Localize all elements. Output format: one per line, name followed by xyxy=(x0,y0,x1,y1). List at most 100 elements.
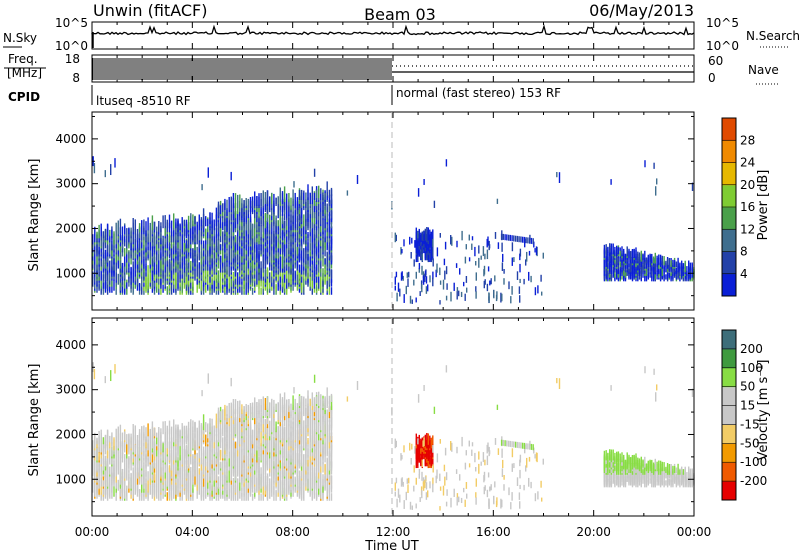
velocity-cell xyxy=(177,426,178,433)
power-cell xyxy=(469,257,470,261)
velocity-cell xyxy=(98,431,99,444)
power-cell xyxy=(145,264,146,271)
power-cell xyxy=(220,244,221,250)
power-cell xyxy=(423,275,424,283)
velocity-cell xyxy=(154,438,155,448)
velocity-cell xyxy=(135,468,136,475)
power-cell xyxy=(130,268,131,275)
velocity-cell xyxy=(199,421,200,437)
power-cell xyxy=(295,241,296,250)
power-cell xyxy=(504,234,505,240)
power-cell xyxy=(218,202,219,215)
power-cell xyxy=(663,256,664,265)
power-cell xyxy=(329,190,330,198)
power-cell xyxy=(250,201,251,208)
power-cell xyxy=(556,172,557,177)
power-cell xyxy=(347,190,348,195)
velocity-heatmap-data xyxy=(92,362,695,510)
power-cell xyxy=(278,196,279,204)
power-cell xyxy=(648,255,649,264)
power-cell xyxy=(466,244,467,249)
power-cell xyxy=(669,258,670,269)
power-cell xyxy=(288,244,289,251)
power-cell xyxy=(439,300,440,304)
power-cell xyxy=(152,215,153,230)
power-cell xyxy=(226,254,227,261)
power-cell xyxy=(475,291,476,298)
velocity-cell xyxy=(135,445,136,453)
power-cell xyxy=(679,264,680,269)
power-cell xyxy=(186,240,187,248)
power-cell xyxy=(510,296,511,303)
power-cell xyxy=(513,257,514,262)
power-cell xyxy=(233,193,234,208)
power-cell xyxy=(406,286,407,294)
velocity-cell xyxy=(205,422,206,432)
power-cell xyxy=(503,234,504,240)
power-cell xyxy=(307,239,308,250)
velocity-cell xyxy=(126,488,127,494)
power-cell xyxy=(113,231,114,244)
power-cell xyxy=(314,262,315,269)
power-cell xyxy=(147,274,148,287)
power-cell xyxy=(301,190,302,200)
power-cell xyxy=(250,214,251,222)
power-cell xyxy=(632,249,633,258)
power-colorbar-swatch xyxy=(722,207,736,230)
velocity-cell xyxy=(173,419,174,434)
power-cell xyxy=(222,203,223,210)
power-cell xyxy=(205,265,206,271)
power-cell xyxy=(426,227,427,239)
power-cell xyxy=(182,217,183,230)
power-cell xyxy=(528,272,529,281)
power-cell xyxy=(614,247,615,255)
power-cell xyxy=(618,247,619,254)
freq-tick-top: 18 xyxy=(65,52,80,66)
velocity-cell xyxy=(162,443,163,452)
power-cell xyxy=(324,219,325,228)
velocity-cell xyxy=(118,427,119,441)
velocity-cell xyxy=(192,454,193,462)
power-cell xyxy=(248,199,249,210)
power-cell xyxy=(429,230,430,239)
power-cell xyxy=(303,277,304,287)
power-cell xyxy=(424,274,425,282)
power-cell xyxy=(411,238,412,244)
power-cell xyxy=(627,246,628,256)
nsearch-label: N.Search xyxy=(746,29,800,43)
power-cell xyxy=(275,198,276,204)
power-cell xyxy=(519,264,520,272)
velocity-cell xyxy=(128,457,129,464)
power-cell xyxy=(327,253,328,265)
velocity-cell xyxy=(205,471,206,477)
power-cell xyxy=(175,219,176,229)
power-cell xyxy=(312,186,313,200)
power-cell xyxy=(192,227,193,234)
velocity-cell xyxy=(175,425,176,435)
velocity-cell xyxy=(98,453,99,460)
power-cell xyxy=(237,272,238,282)
power-cell xyxy=(188,216,189,230)
velocity-cell xyxy=(231,403,232,417)
power-cell xyxy=(543,253,544,259)
power-colorbar-swatch xyxy=(722,163,736,186)
velocity-cell xyxy=(214,480,215,487)
velocity-cell xyxy=(103,480,104,486)
power-cell xyxy=(688,261,689,271)
velocity-cell xyxy=(101,430,102,443)
power-cell xyxy=(179,240,180,255)
power-cell xyxy=(324,193,325,200)
power-cell xyxy=(512,242,513,251)
velocity-cell xyxy=(179,446,180,461)
power-cell xyxy=(487,239,488,248)
power-cell xyxy=(655,186,656,195)
power-colorbar-swatch xyxy=(722,118,736,141)
power-cell xyxy=(186,260,187,269)
velocity-cell xyxy=(145,470,146,477)
velocity-cell xyxy=(135,425,136,440)
power-cell xyxy=(224,199,225,210)
velocity-cell xyxy=(147,471,148,480)
power-cell xyxy=(642,255,643,260)
power-cell xyxy=(209,212,210,224)
power-cell xyxy=(269,272,270,282)
